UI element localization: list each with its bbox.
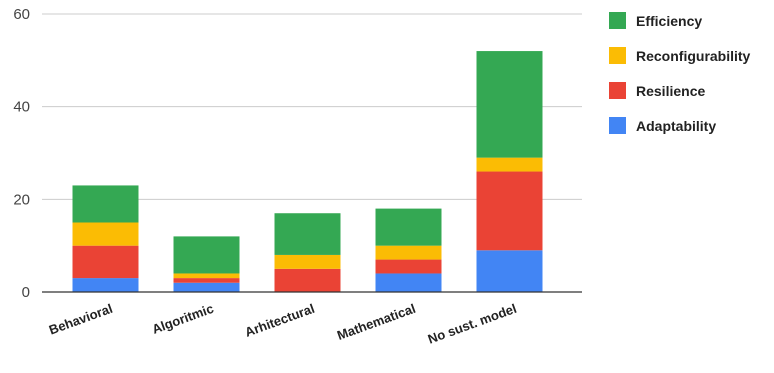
legend-label: Adaptability bbox=[636, 118, 716, 134]
y-tick-label: 20 bbox=[13, 191, 30, 208]
bar-segment-resilience bbox=[476, 171, 543, 251]
bar-segment-resilience bbox=[72, 245, 139, 279]
bar-segment-reconfigurability bbox=[274, 254, 341, 269]
legend-label: Efficiency bbox=[636, 13, 702, 29]
bar-segment-efficiency bbox=[375, 208, 442, 246]
bar-segment-reconfigurability bbox=[375, 245, 442, 260]
bar-segment-resilience bbox=[375, 259, 442, 274]
bar-segment-reconfigurability bbox=[173, 273, 240, 279]
legend-swatch bbox=[609, 82, 626, 99]
x-tick-label: Mathematical bbox=[335, 301, 418, 343]
legend-label: Reconfigurability bbox=[636, 48, 751, 64]
x-tick-label: Arhitectural bbox=[243, 301, 317, 340]
y-tick-label: 0 bbox=[22, 284, 30, 301]
legend: Efficiency Reconfigurability Resilience Ada… bbox=[609, 12, 751, 134]
legend-swatch bbox=[609, 117, 626, 134]
y-tick-label: 60 bbox=[13, 6, 30, 23]
x-tick-label: Behavioral bbox=[47, 301, 115, 338]
x-tick-label: Algoritmic bbox=[150, 301, 216, 337]
bar-segment-adaptability bbox=[173, 282, 240, 292]
bar-segment-efficiency bbox=[72, 185, 139, 223]
bar-segment-efficiency bbox=[173, 236, 240, 274]
bar-segment-resilience bbox=[173, 278, 240, 283]
x-tick-label: No sust. model bbox=[426, 301, 519, 347]
bar-segment-resilience bbox=[274, 268, 341, 292]
bars bbox=[72, 51, 543, 292]
bar-segment-adaptability bbox=[476, 250, 543, 292]
bar-segment-reconfigurability bbox=[72, 222, 139, 246]
y-tick-label: 40 bbox=[13, 99, 30, 116]
bar-segment-reconfigurability bbox=[476, 157, 543, 172]
legend-swatch bbox=[609, 47, 626, 64]
bar-segment-adaptability bbox=[375, 273, 442, 292]
bar-segment-efficiency bbox=[274, 213, 341, 255]
bar-segment-efficiency bbox=[476, 51, 543, 158]
bar-segment-adaptability bbox=[72, 278, 139, 292]
legend-label: Resilience bbox=[636, 83, 705, 99]
legend-swatch bbox=[609, 12, 626, 29]
